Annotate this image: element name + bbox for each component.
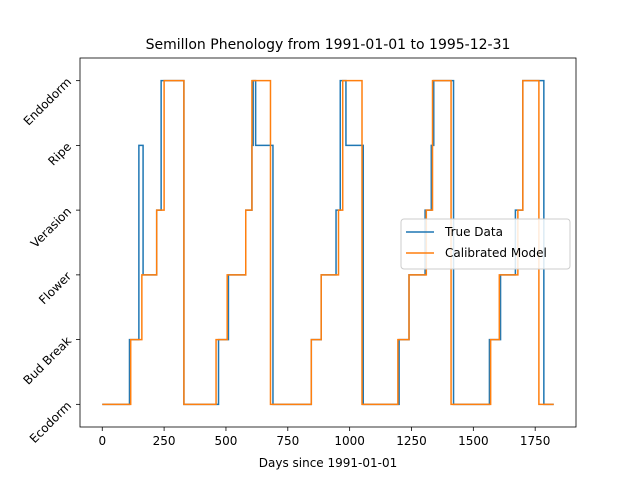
x-tick-label: 1500 xyxy=(458,434,489,448)
x-tick-label: 250 xyxy=(153,434,176,448)
legend-entry-1: Calibrated Model xyxy=(445,246,547,260)
x-tick-label: 0 xyxy=(98,434,106,448)
legend-entry-0: True Data xyxy=(444,225,503,239)
x-tick-label: 1000 xyxy=(334,434,365,448)
x-axis-label: Days since 1991-01-01 xyxy=(259,456,398,470)
axes-frame xyxy=(79,57,577,428)
x-tick-label: 750 xyxy=(276,434,299,448)
legend: True Data Calibrated Model xyxy=(400,218,571,270)
x-tick-label: 1750 xyxy=(520,434,551,448)
y-tick-label: Endodorm xyxy=(21,75,74,128)
plot-area xyxy=(102,79,554,406)
y-tick-label: Bud Break xyxy=(20,334,74,388)
y-tick-label: Verasion xyxy=(28,204,74,250)
legend-box xyxy=(400,218,571,270)
y-tick-label: Ecodorm xyxy=(27,399,74,446)
y-tick-label: Flower xyxy=(36,269,74,307)
series-line-1 xyxy=(102,79,554,406)
x-tick-label: 500 xyxy=(215,434,238,448)
y-tick-label: Ripe xyxy=(45,140,74,169)
chart-title: Semillon Phenology from 1991-01-01 to 19… xyxy=(146,37,511,53)
x-tick-label: 1250 xyxy=(396,434,427,448)
